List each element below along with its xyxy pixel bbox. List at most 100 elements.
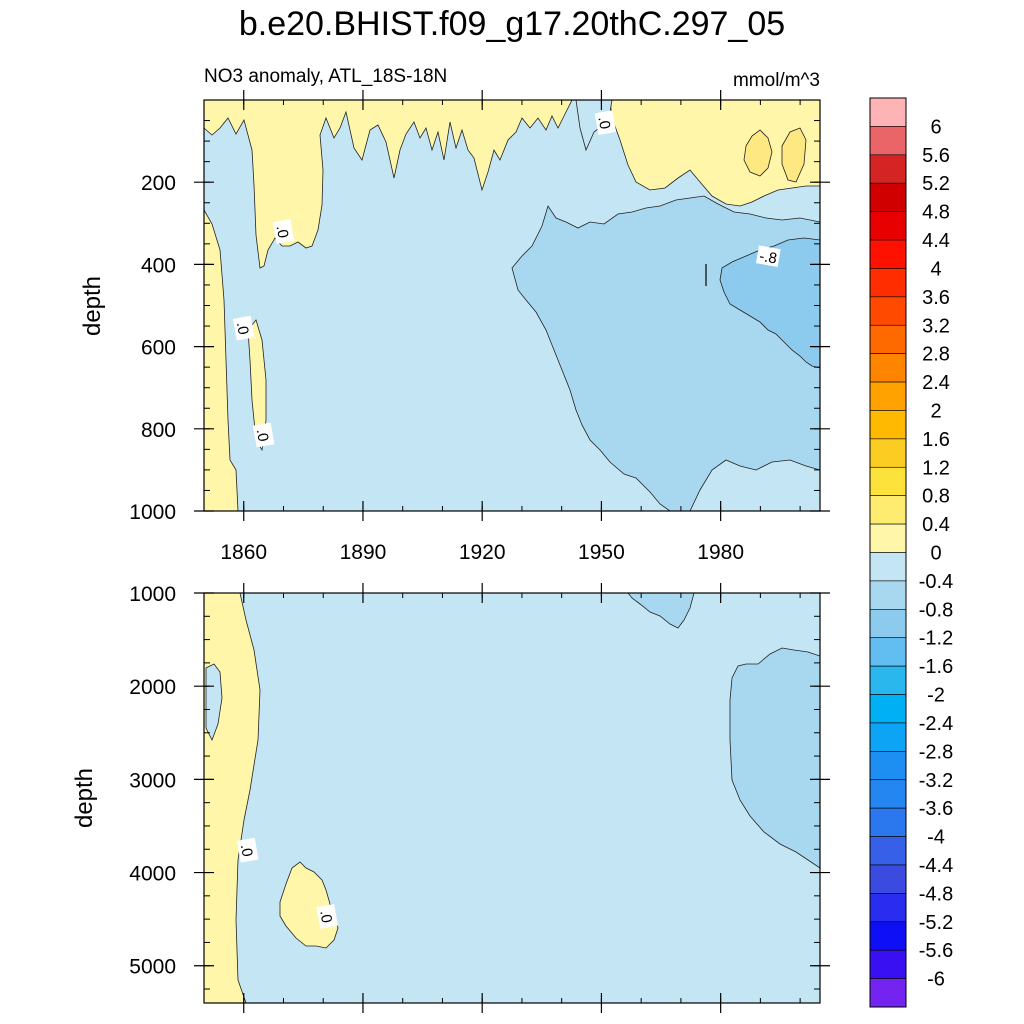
colorbar-level-label: 0.8 — [922, 486, 950, 508]
colorbar-swatch — [869, 97, 907, 127]
colorbar-level-label: 2.4 — [922, 372, 950, 394]
y-tick-label: 400 — [141, 254, 176, 277]
contour-label: .0 — [272, 219, 295, 244]
colorbar-swatch — [869, 182, 907, 212]
y-tick-label: 800 — [141, 419, 176, 442]
colorbar-level-label: -2.4 — [919, 713, 953, 735]
colorbar-swatch — [869, 324, 907, 354]
bottom-right-neg08-region — [729, 647, 820, 869]
colorbar-level-label: -4 — [927, 827, 945, 849]
contour-label-bg — [755, 245, 781, 267]
colorbar-swatch — [869, 126, 907, 156]
contour-label-bg — [232, 315, 255, 341]
colorbar-swatch — [869, 921, 907, 951]
colorbar-frame — [869, 97, 907, 1008]
colorbar-swatch — [869, 353, 907, 383]
colorbar-level-label: -5.6 — [919, 940, 953, 962]
contour-label-bg — [252, 422, 275, 448]
contour-label-text: .0 — [253, 428, 272, 443]
x-tick-label: 1980 — [697, 541, 744, 564]
y-tick-label: 1000 — [129, 501, 176, 524]
colorbar-level-label: -1.2 — [919, 628, 953, 650]
y-tick-label: 200 — [141, 172, 176, 195]
contour-label-text: .0 — [273, 224, 292, 239]
top-deep-neg04-patch — [689, 459, 820, 511]
colorbar-level-label: 6 — [930, 116, 941, 138]
colorbar-level-label: -2.8 — [919, 741, 953, 763]
x-tick-label: 1890 — [340, 541, 387, 564]
colorbar-level-label: -6 — [927, 969, 945, 991]
colorbar-level-label: -3.6 — [919, 798, 953, 820]
colorbar-swatch — [869, 949, 907, 979]
panel-top-ticks: 1860 1890 1920 1950 1980 200 400 600 800 1000 — [129, 90, 830, 564]
contour-label-text: .0 — [233, 321, 252, 336]
colorbar-swatch — [869, 438, 907, 468]
colorbar-swatch — [869, 836, 907, 866]
contour-label-text: .0 — [316, 909, 335, 924]
colorbar-level-label: 0 — [930, 543, 941, 565]
colorbar-swatch — [869, 466, 907, 496]
contour-label-text: .0 — [237, 843, 256, 858]
colorbar-swatch — [869, 239, 907, 269]
panel-top-left-label: NO3 anomaly, ATL_18S-18N — [204, 66, 447, 87]
colorbar-level-label: -0.4 — [919, 571, 953, 593]
panel-bottom-frame — [203, 592, 821, 1004]
contour-label-bg — [272, 219, 295, 244]
colorbar-level-label: 0.4 — [922, 514, 950, 536]
colorbar-swatch — [869, 864, 907, 894]
colorbar-swatch — [869, 722, 907, 752]
colorbar-level-label: -3.2 — [919, 770, 953, 792]
x-tick-label: 1920 — [459, 541, 506, 564]
bottom-left-inner-pocket — [205, 663, 223, 741]
y-tick-label: 3000 — [129, 769, 176, 792]
colorbar-swatch — [869, 523, 907, 553]
colorbar-level-label: 4 — [930, 258, 941, 280]
contour-label-bg — [594, 110, 617, 136]
colorbar-swatch — [869, 779, 907, 809]
colorbar-swatch — [869, 609, 907, 639]
colorbar-swatch — [869, 580, 907, 610]
contour-label: .0 — [316, 903, 338, 929]
y-tick-label: 600 — [141, 337, 176, 360]
colorbar-swatch — [869, 381, 907, 411]
colorbar-level-label: -4.8 — [919, 883, 953, 905]
contour-label-bg — [316, 903, 338, 929]
contour-label-bg — [236, 837, 259, 863]
colorbar-swatch — [869, 807, 907, 837]
colorbar-swatch — [869, 154, 907, 184]
contour-label: .0 — [252, 422, 275, 448]
panel-top-ylabel: depth — [79, 276, 106, 336]
contour-label: .0 — [236, 837, 259, 863]
top-surface-positive-region-2 — [609, 100, 820, 207]
colorbar-swatch — [869, 893, 907, 923]
colorbar-swatch — [869, 268, 907, 298]
contour-label: .0 — [594, 110, 617, 136]
top-surface-pos08-patch — [743, 129, 773, 177]
top-surface-pos08-patch-2 — [781, 127, 807, 183]
colorbar-level-label: 3.6 — [922, 287, 950, 309]
panel-bottom: 1000 2000 3000 4000 5000 .0 .0 depth — [71, 583, 830, 1013]
colorbar-level-label: -4.4 — [919, 855, 953, 877]
colorbar-level-label: 4.8 — [922, 202, 950, 224]
colorbar-swatch — [869, 751, 907, 781]
colorbar-swatch — [869, 637, 907, 667]
colorbar-level-label: 3.2 — [922, 315, 950, 337]
top-left-positive-strip — [204, 209, 239, 511]
colorbar-level-label: 5.2 — [922, 173, 950, 195]
colorbar-swatch — [869, 978, 907, 1008]
top-surface-positive-region — [204, 100, 573, 269]
colorbar-level-label: 4.4 — [922, 230, 950, 252]
colorbar-level-label: 1.6 — [922, 429, 950, 451]
bottom-surface-neg08-patch — [627, 593, 695, 629]
panel-top: 1860 1890 1920 1950 1980 200 400 600 800 1000 .0.… — [79, 90, 830, 564]
panel-bottom-ticks: 1000 2000 3000 4000 5000 — [129, 583, 830, 1013]
colorbar-swatch — [869, 694, 907, 724]
colorbar-level-label: -5.2 — [919, 912, 953, 934]
panel-top-units-label: mmol/m^3 — [733, 70, 820, 91]
colorbar-level-label: 2 — [930, 400, 941, 422]
panel-bottom-contour-labels: .0 .0 — [236, 837, 338, 929]
y-tick-label: 5000 — [129, 956, 176, 979]
contour-label: .0 — [232, 315, 255, 341]
colorbar-level-label: 2.8 — [922, 344, 950, 366]
